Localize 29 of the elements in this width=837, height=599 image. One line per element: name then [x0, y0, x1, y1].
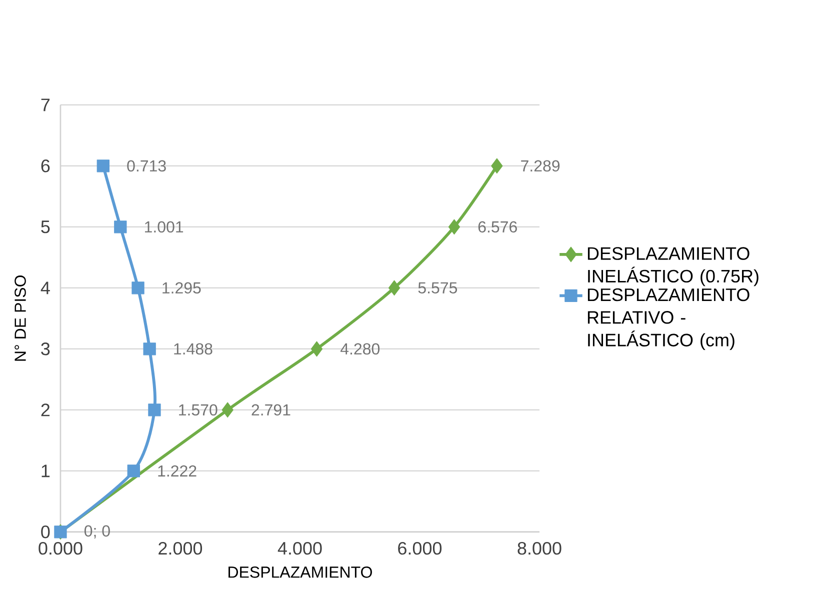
y-tick-label: 4 — [40, 282, 50, 294]
legend-label: DESPLAZAMIENTO RELATIVO - INELÁSTICO (cm) — [588, 288, 750, 350]
y-tick-label: 2 — [41, 404, 50, 416]
data-label: 5.575 — [418, 282, 458, 294]
data-label: 1.295 — [162, 282, 201, 294]
data-label: 1.570 — [179, 404, 218, 416]
x-tick-label: 6.000 — [398, 542, 442, 555]
y-tick-label: 1 — [42, 464, 50, 478]
x-tick-label: 4.000 — [278, 542, 322, 555]
data-label: 7.289 — [521, 160, 560, 172]
x-tick-label: 0.000 — [38, 542, 82, 555]
data-label: 1.001 — [145, 221, 184, 233]
legend-label: DESPLAZAMIENTO INELÁSTICO (0.75R) — [588, 247, 758, 286]
data-label: 1.222 — [158, 465, 196, 476]
x-tick-label: 2.000 — [158, 542, 202, 555]
y-tick-label: 5 — [41, 220, 50, 234]
data-label: 0.713 — [127, 160, 166, 172]
y-tick-label: 3 — [41, 342, 50, 356]
data-label: 6.576 — [478, 221, 517, 233]
y-axis-title: N° DE PISO — [14, 276, 26, 361]
y-tick-label: 0 — [41, 526, 50, 538]
data-label: 1.488 — [174, 343, 212, 355]
data-label: 0; 0 — [84, 525, 110, 539]
data-label: 4.280 — [340, 343, 380, 355]
x-axis-title: DESPLAZAMIENTO — [228, 566, 372, 578]
y-tick-label: 6 — [41, 160, 50, 172]
data-label: 2.791 — [252, 404, 290, 416]
x-tick-label: 8.000 — [518, 542, 562, 555]
y-tick-label: 7 — [41, 98, 50, 112]
